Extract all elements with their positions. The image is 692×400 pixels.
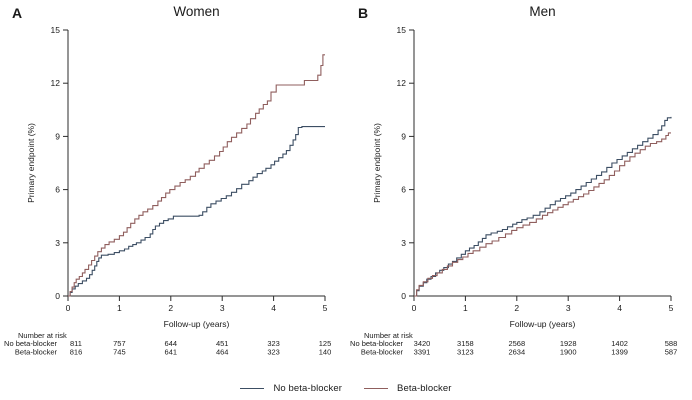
legend-item-beta-blocker: Beta-blocker [364,383,452,394]
number-at-risk-header: Number at risk [18,331,67,340]
figure-legend: No beta-blocker Beta-blocker [0,383,692,394]
km-curve-beta-blocker [68,54,325,297]
x-tick-label: 2 [168,303,173,313]
y-tick-label: 0 [401,291,406,301]
risk-count: 464 [216,348,229,357]
x-tick-label: 0 [412,303,417,313]
y-tick-label: 12 [51,78,61,88]
legend-label-no-beta-blocker: No beta-blocker [273,383,343,394]
risk-count: 757 [113,339,126,348]
y-tick-label: 15 [51,25,61,35]
beta-blocker-line-swatch [364,388,389,389]
x-tick-label: 2 [514,303,519,313]
x-tick-label: 5 [669,303,674,313]
risk-count: 3123 [457,348,474,357]
y-tick-label: 6 [401,185,406,195]
risk-count: 1928 [560,339,577,348]
y-tick-label: 3 [55,238,60,248]
y-axis-title: Primary endpoint (%) [372,123,382,203]
risk-count: 811 [70,339,82,348]
panels-row: A Women 0 3 6 9 12 15 0 1 2 3 4 5 Primary endpoint (%)… [4,4,678,357]
number-at-risk-header: Number at risk [364,331,413,340]
risk-count: 641 [165,348,178,357]
risk-count: 2634 [508,348,525,357]
legend-item-no-beta-blocker: No beta-blocker [240,383,342,394]
risk-count: 3158 [457,339,474,348]
y-tick-label: 0 [55,291,60,301]
panel-letter: B [358,5,368,21]
y-tick-label: 3 [401,238,406,248]
risk-count: 125 [319,339,332,348]
risk-count: 588 [665,339,678,348]
risk-count: 3420 [414,339,431,348]
risk-count: 3391 [414,348,431,357]
risk-count: 451 [216,339,229,348]
risk-count: 323 [267,348,280,357]
panel-title: Women [173,4,219,19]
x-tick-label: 1 [117,303,122,313]
x-tick-label: 5 [323,303,328,313]
legend-label-beta-blocker: Beta-blocker [397,383,452,394]
risk-count: 745 [113,348,126,357]
x-axis-title: Follow-up (years) [164,319,230,329]
risk-count: 323 [267,339,280,348]
risk-row-label: Beta-blocker [361,348,404,357]
x-tick-label: 0 [66,303,71,313]
risk-count: 140 [319,348,332,357]
risk-count: 1900 [560,348,577,357]
risk-count: 587 [665,348,678,357]
panel-letter: A [12,5,22,21]
km-curve-no-beta-blocker [68,126,325,297]
x-tick-label: 3 [566,303,571,313]
panel-title: Men [529,4,555,19]
risk-count: 1399 [611,348,628,357]
risk-count: 2568 [508,339,525,348]
x-tick-label: 3 [220,303,225,313]
y-axis-title: Primary endpoint (%) [26,123,36,203]
y-tick-label: 9 [401,131,406,141]
risk-row-label: No beta-blocker [4,339,57,348]
risk-count: 644 [165,339,178,348]
y-tick-label: 15 [397,25,407,35]
risk-count: 1402 [611,339,628,348]
x-tick-label: 4 [617,303,622,313]
risk-row-label: Beta-blocker [15,348,58,357]
y-tick-label: 6 [55,185,60,195]
x-tick-label: 4 [271,303,276,313]
y-tick-label: 12 [397,78,407,88]
x-tick-label: 1 [463,303,468,313]
no-beta-blocker-line-swatch [240,388,265,389]
x-axis-title: Follow-up (years) [510,319,576,329]
km-curve-no-beta-blocker [414,116,672,297]
km-curve-beta-blocker [414,132,671,297]
risk-count: 816 [70,348,83,357]
y-tick-label: 9 [55,131,60,141]
risk-row-label: No beta-blocker [350,339,403,348]
